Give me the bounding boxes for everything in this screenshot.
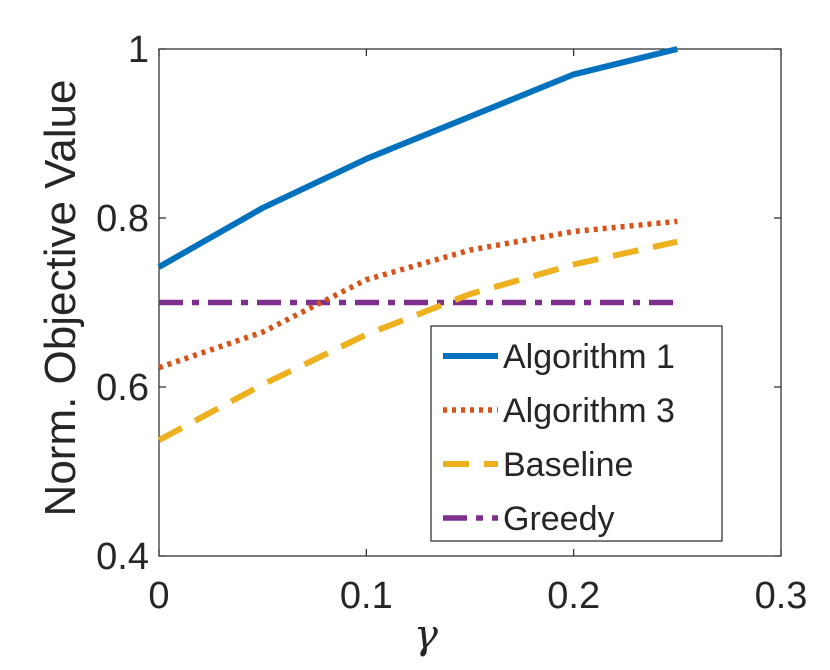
x-tick-label: 0.2 <box>547 575 600 617</box>
legend-label: Algorithm 1 <box>503 338 675 376</box>
y-tick-label: 0.8 <box>96 198 149 240</box>
legend-label: Greedy <box>503 500 615 538</box>
series-line-algorithm-1 <box>157 46 679 270</box>
axis-ticks: 0 0.1 0.2 0.3 0.4 0.6 0.8 1 <box>96 29 807 617</box>
y-tick-label: 1 <box>128 29 149 71</box>
series-line-algorithm-3 <box>158 218 678 371</box>
y-tick-label: 0.6 <box>96 367 149 409</box>
legend-box <box>430 325 723 542</box>
legend-label: Algorithm 3 <box>503 392 675 430</box>
x-tick-label: 0 <box>148 575 169 617</box>
legend-label: Baseline <box>503 446 633 484</box>
y-axis-title: Norm. Objective Value <box>36 80 85 517</box>
legend: Algorithm 1 Algorithm 3 Baseline Greedy <box>430 325 723 542</box>
x-tick-label: 0.3 <box>755 575 808 617</box>
series-lines <box>157 46 679 443</box>
x-tick-label: 0.1 <box>340 575 393 617</box>
y-tick-label: 0.4 <box>96 536 149 578</box>
x-axis-title: γ <box>414 612 438 658</box>
series-line-baseline <box>157 238 678 443</box>
